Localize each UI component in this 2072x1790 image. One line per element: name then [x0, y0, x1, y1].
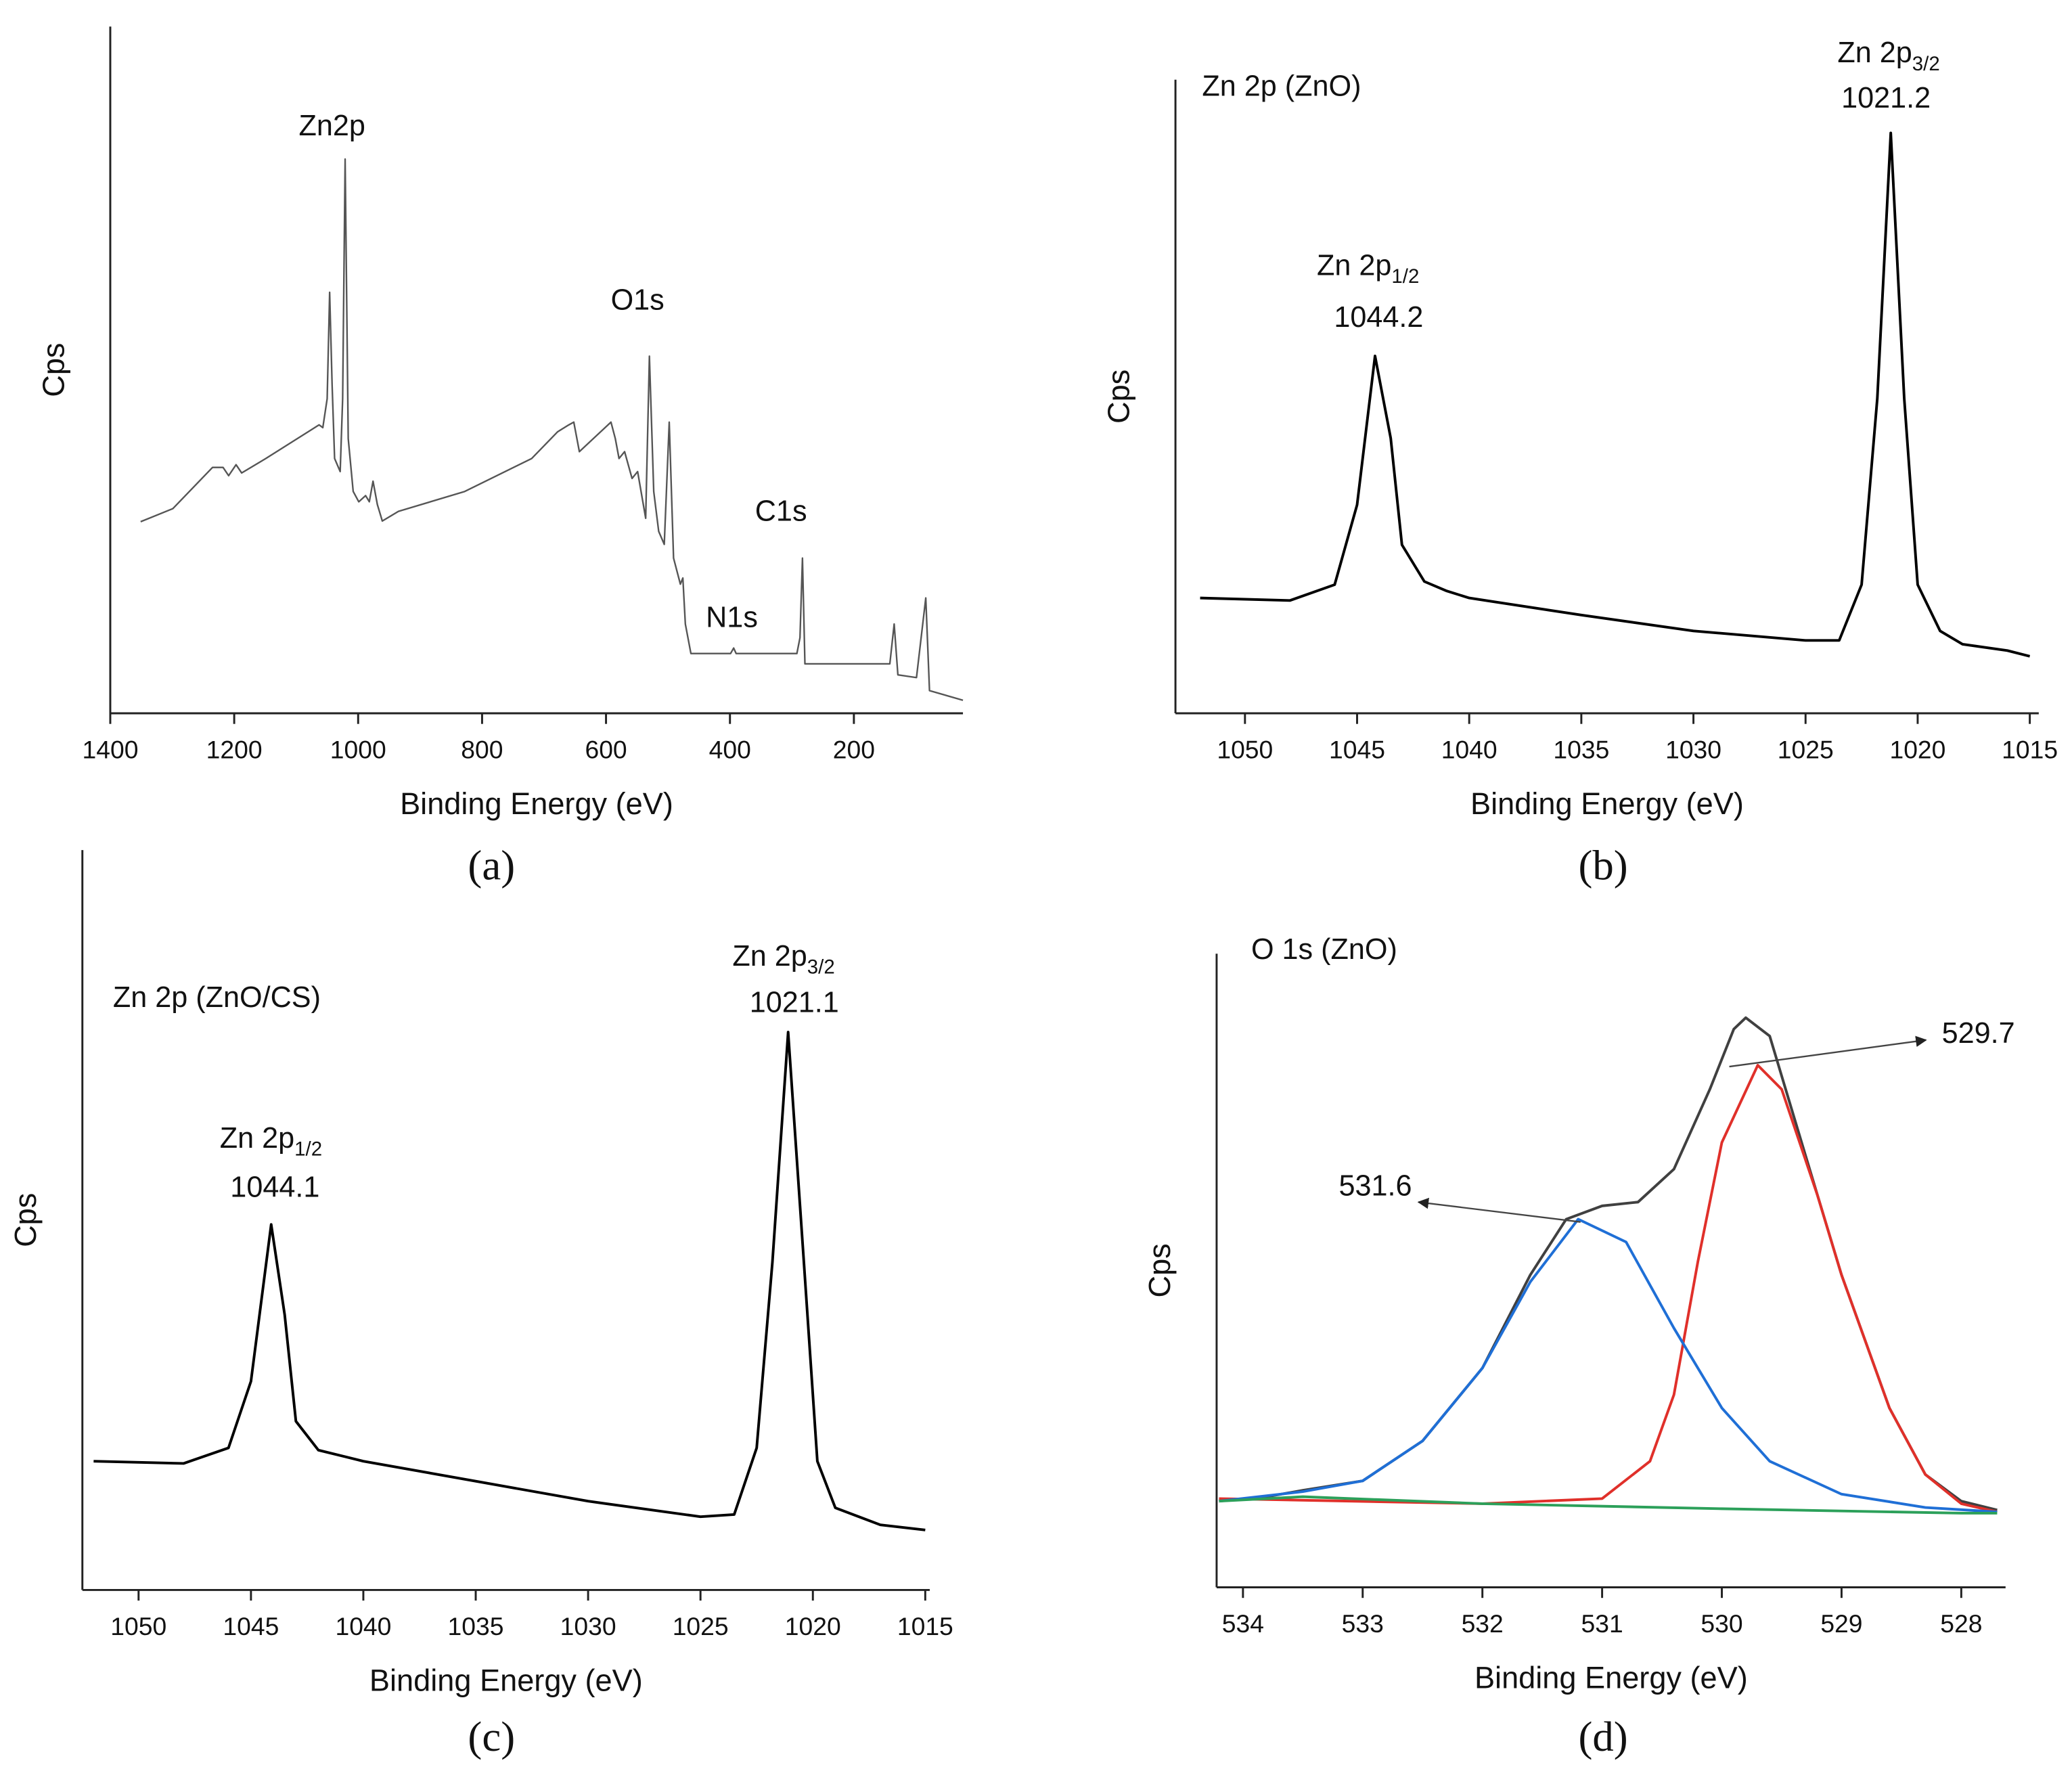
- x-tick-label: 534: [1222, 1609, 1264, 1638]
- x-tick-label: 400: [709, 736, 751, 764]
- peak-name-text: Zn 2p: [1837, 37, 1912, 69]
- x-tick-label: 1035: [1553, 736, 1609, 764]
- peak-annotation: O1s: [611, 284, 665, 316]
- y-axis-label: Cps: [8, 1193, 43, 1247]
- x-tick-label: 1040: [1441, 736, 1497, 764]
- y-axis-label: Cps: [1101, 370, 1135, 424]
- peak-energy: 1044.1: [230, 1171, 319, 1203]
- peak-energy: 1021.1: [750, 987, 839, 1019]
- spectrum-line: [1219, 1016, 1998, 1512]
- x-tick-label: 528: [1940, 1609, 1982, 1638]
- peak-annotation: Zn2p: [299, 110, 365, 142]
- peak-name: Zn 2p3/2: [732, 940, 834, 979]
- x-tick-label: 200: [833, 736, 875, 764]
- x-tick-label: 1015: [897, 1612, 953, 1640]
- panel-label: (a): [468, 841, 515, 889]
- x-tick-label: 800: [461, 736, 503, 764]
- x-tick-label: 1200: [206, 736, 263, 764]
- y-axis-label: Cps: [36, 343, 70, 397]
- peak-name-text: Zn 2p: [1317, 249, 1391, 282]
- x-tick-label: 1020: [785, 1612, 841, 1640]
- panel-title: Zn 2p (ZnO/CS): [113, 981, 321, 1014]
- annotation-arrow: [1417, 1197, 1581, 1223]
- x-tick-label: 530: [1701, 1609, 1742, 1638]
- peak-name-subscript: 3/2: [1912, 53, 1940, 75]
- x-tick-label: 1020: [1889, 736, 1945, 764]
- spectrum-line: [1219, 1495, 1998, 1515]
- spectrum-line: [1219, 1064, 1998, 1513]
- x-axis-label: Binding Energy (eV): [1470, 786, 1744, 821]
- peak-energy: 1044.2: [1334, 301, 1423, 334]
- x-tick-label: 531: [1581, 1609, 1623, 1638]
- peak-name: Zn 2p3/2: [1837, 37, 1939, 75]
- spectrum-line: [93, 1031, 926, 1531]
- x-axis-label: Binding Energy (eV): [369, 1663, 643, 1698]
- annotation-arrow: [1729, 1035, 1927, 1068]
- peak-annotation: 529.7: [1942, 1017, 2015, 1050]
- x-tick-label: 1040: [335, 1612, 391, 1640]
- x-tick-label: 1025: [1778, 736, 1834, 764]
- x-tick-label: 1035: [448, 1612, 504, 1640]
- y-axis-label: Cps: [1142, 1243, 1177, 1297]
- panel-label: (c): [468, 1713, 515, 1760]
- spectrum-line: [140, 158, 964, 701]
- peak-name-text: Zn 2p: [220, 1122, 294, 1155]
- panel-label: (d): [1578, 1713, 1627, 1760]
- peak-name-text: Zn 2p: [732, 940, 807, 972]
- panel-label: (b): [1578, 841, 1627, 889]
- x-tick-label: 1030: [560, 1612, 616, 1640]
- x-tick-label: 1045: [223, 1612, 279, 1640]
- peak-name-subscript: 1/2: [1391, 265, 1419, 288]
- panel-title: Zn 2p (ZnO): [1202, 70, 1361, 102]
- x-tick-label: 600: [585, 736, 627, 764]
- peak-name-subscript: 3/2: [807, 956, 835, 979]
- x-axis-label: Binding Energy (eV): [400, 786, 673, 821]
- x-tick-label: 1045: [1329, 736, 1385, 764]
- peak-name-subscript: 1/2: [294, 1138, 322, 1161]
- x-tick-label: 1025: [673, 1612, 729, 1640]
- x-tick-label: 1050: [1217, 736, 1273, 764]
- x-tick-label: 1400: [82, 736, 138, 764]
- x-tick-label: 533: [1342, 1609, 1384, 1638]
- peak-name: Zn 2p1/2: [220, 1122, 322, 1161]
- peak-annotation: 531.6: [1339, 1169, 1412, 1202]
- peak-energy: 1021.2: [1841, 82, 1931, 114]
- x-tick-label: 529: [1820, 1609, 1862, 1638]
- peak-annotation: N1s: [706, 601, 758, 633]
- spectrum-line: [1219, 1217, 1998, 1514]
- x-tick-label: 1015: [2002, 736, 2058, 764]
- x-tick-label: 1030: [1665, 736, 1721, 764]
- x-tick-label: 1050: [110, 1612, 166, 1640]
- x-tick-label: 1000: [330, 736, 386, 764]
- peak-name: Zn 2p1/2: [1317, 249, 1419, 288]
- panel-title: O 1s (ZnO): [1251, 933, 1397, 966]
- peak-annotation: C1s: [755, 495, 807, 527]
- x-axis-label: Binding Energy (eV): [1474, 1661, 1748, 1695]
- spectrum-line: [1200, 131, 2031, 658]
- x-tick-label: 532: [1462, 1609, 1504, 1638]
